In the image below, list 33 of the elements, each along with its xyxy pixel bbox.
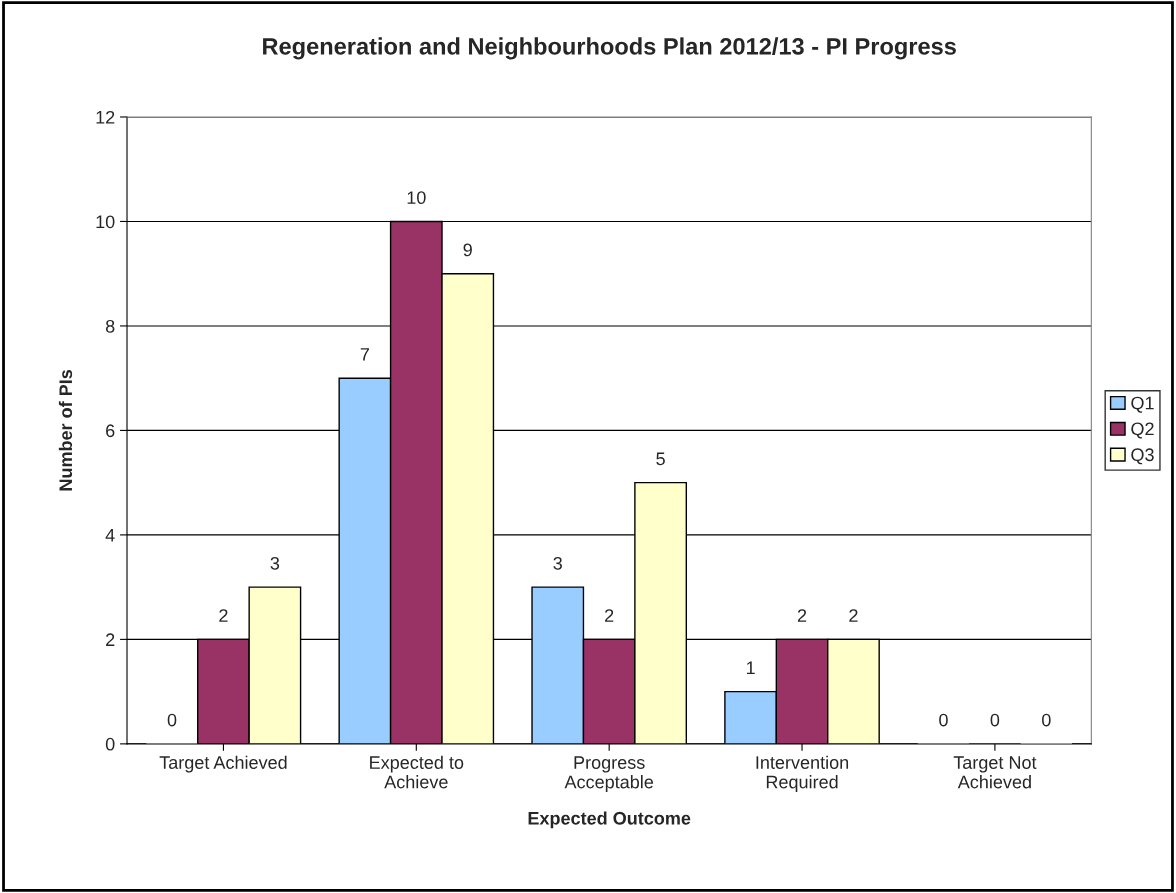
y-tick-label: 8 (105, 319, 115, 333)
chart-title: Regeneration and Neighbourhoods Plan 2012/13 - PI Progress (263, 37, 956, 60)
legend-label: Q3 (1131, 448, 1154, 465)
data-label: 2 (219, 609, 228, 622)
y-tick-label: 12 (96, 110, 115, 124)
data-label: 9 (463, 243, 472, 257)
y-tick-label: 4 (105, 529, 115, 542)
data-label: 1 (746, 661, 755, 674)
x-tick-label: Target Achieved (159, 755, 287, 773)
y-tick-label: 10 (96, 215, 115, 229)
y-tick-label: 0 (105, 737, 115, 751)
data-label: 2 (605, 609, 614, 622)
data-label: 5 (656, 452, 665, 466)
x-tick-label: Target Not Achieved (953, 756, 1037, 789)
y-tick-label: 2 (106, 633, 115, 646)
x-axis-title: Expected Outcome (528, 811, 691, 829)
data-label: 2 (797, 609, 807, 622)
y-tick-label: 6 (106, 424, 115, 438)
legend-label: Q2 (1131, 422, 1154, 439)
x-tick-label: Progress Acceptable (564, 756, 654, 792)
data-label: 0 (990, 713, 1000, 727)
y-axis-title: Number of PIs (58, 369, 73, 491)
x-tick-label: Expected to Achieve (370, 755, 464, 789)
data-label: 10 (407, 191, 426, 205)
x-tick-label: Intervention Required (756, 755, 849, 792)
data-label: 3 (553, 556, 562, 570)
data-label: 0 (1042, 713, 1051, 727)
data-label: 3 (270, 556, 280, 570)
data-label: 0 (167, 713, 177, 727)
data-label: 2 (849, 609, 858, 622)
data-label: 0 (939, 713, 948, 727)
legend-label: Q1 (1131, 396, 1154, 413)
data-label: 7 (360, 348, 369, 361)
